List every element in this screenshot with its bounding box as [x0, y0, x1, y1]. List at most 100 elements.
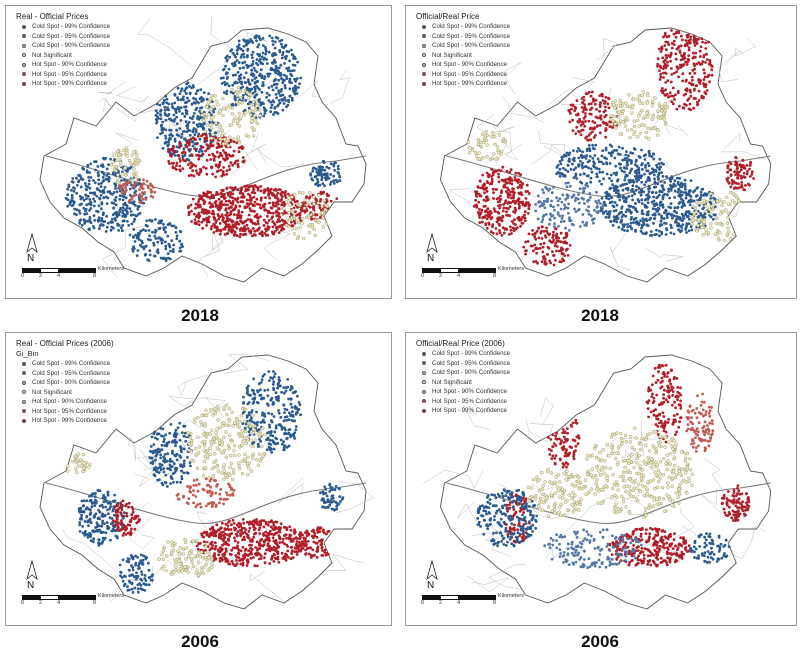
hotspot-point	[586, 199, 590, 203]
hotspot-point	[595, 190, 598, 194]
hotspot-point	[246, 390, 249, 394]
hotspot-point	[251, 100, 256, 104]
hotspot-point	[333, 169, 337, 172]
hotspot-point	[223, 220, 227, 224]
hotspot-point	[611, 151, 614, 155]
hotspot-point	[507, 192, 511, 196]
hotspot-point	[615, 214, 619, 218]
hotspot-point	[181, 158, 185, 161]
hotspot-point	[661, 175, 665, 178]
hotspot-point	[144, 198, 148, 201]
hotspot-point	[118, 198, 122, 201]
hotspot-point	[128, 233, 132, 237]
hotspot-point	[674, 57, 678, 61]
hotspot-point	[685, 103, 688, 107]
hotspot-point	[656, 62, 660, 66]
hotspot-point	[107, 179, 111, 183]
hotspot-point	[231, 119, 236, 123]
hotspot-point	[623, 124, 628, 128]
hotspot-point	[735, 167, 739, 171]
hotspot-point	[642, 154, 646, 158]
hotspot-point	[226, 216, 230, 220]
hotspot-point	[626, 188, 630, 192]
hotspot-point	[582, 108, 586, 111]
hotspot-point	[190, 173, 193, 177]
hotspot-point	[678, 224, 682, 228]
hotspot-point	[180, 477, 184, 481]
hotspot-point	[677, 202, 681, 205]
hotspot-point	[715, 199, 720, 204]
hotspot-point	[158, 103, 162, 107]
hotspot-point	[151, 195, 155, 199]
hotspot-point	[238, 66, 242, 70]
hotspot-point	[256, 79, 259, 83]
hotspot-point	[131, 247, 134, 251]
hotspot-point	[259, 196, 263, 200]
hotspot-point	[661, 196, 665, 200]
hotspot-point	[669, 223, 673, 227]
hotspot-point	[237, 140, 242, 145]
hotspot-point	[311, 210, 315, 214]
hotspot-point	[178, 145, 182, 149]
hotspot-point	[197, 198, 201, 201]
hotspot-point	[140, 182, 144, 186]
hotspot-point	[100, 219, 104, 223]
hotspot-point	[602, 110, 606, 114]
hotspot-point	[194, 128, 198, 132]
hotspot-point	[549, 203, 553, 207]
hotspot-point	[674, 52, 678, 56]
hotspot-point	[287, 50, 291, 54]
hotspot-point	[478, 216, 481, 219]
hotspot-point	[648, 218, 651, 222]
hotspot-point	[554, 258, 557, 262]
hotspot-point	[521, 182, 524, 185]
hotspot-point	[291, 391, 295, 395]
hotspot-point	[549, 212, 552, 216]
hotspot-point	[593, 165, 596, 169]
hotspot-point	[119, 226, 123, 230]
hotspot-point	[538, 205, 542, 208]
hotspot-point	[521, 216, 525, 219]
hotspot-point	[109, 163, 114, 167]
hotspot-point	[585, 208, 588, 212]
hotspot-point	[634, 202, 637, 205]
hotspot-point	[285, 218, 289, 223]
district-boundary	[115, 102, 161, 122]
hotspot-point	[115, 210, 119, 214]
hotspot-point	[207, 220, 211, 224]
hotspot-point	[124, 146, 128, 150]
hotspot-point	[523, 210, 527, 214]
hotspot-point	[492, 207, 496, 211]
hotspot-point	[147, 229, 151, 232]
hotspot-point	[574, 166, 578, 170]
hotspot-point	[321, 225, 325, 229]
hotspot-point	[266, 225, 270, 228]
hotspot-point	[265, 227, 269, 231]
hotspot-point	[650, 104, 655, 108]
hotspot-point	[316, 173, 320, 177]
hotspot-point	[578, 187, 582, 191]
hotspot-point	[222, 166, 226, 169]
hotspot-point	[243, 60, 247, 64]
hotspot-point	[663, 109, 668, 113]
hotspot-point	[726, 211, 731, 215]
hotspot-point	[178, 421, 182, 425]
hotspot-point	[252, 389, 255, 392]
hotspot-point	[501, 165, 505, 169]
hotspot-point	[658, 167, 662, 170]
hotspot-point	[716, 228, 720, 233]
hotspot-point	[483, 183, 486, 187]
hotspot-point	[204, 149, 207, 153]
hotspot-point	[251, 50, 255, 54]
hotspot-point	[221, 170, 225, 173]
hotspot-point	[153, 254, 157, 258]
hotspot-point	[673, 189, 677, 193]
hotspot-point	[179, 142, 182, 146]
hotspot-point	[693, 189, 697, 192]
hotspot-point	[205, 97, 209, 101]
hotspot-point	[289, 216, 294, 220]
scale-tick-label: 2	[39, 273, 43, 279]
hotspot-point	[229, 212, 233, 216]
hotspot-point	[559, 207, 563, 211]
hotspot-point	[635, 210, 639, 214]
